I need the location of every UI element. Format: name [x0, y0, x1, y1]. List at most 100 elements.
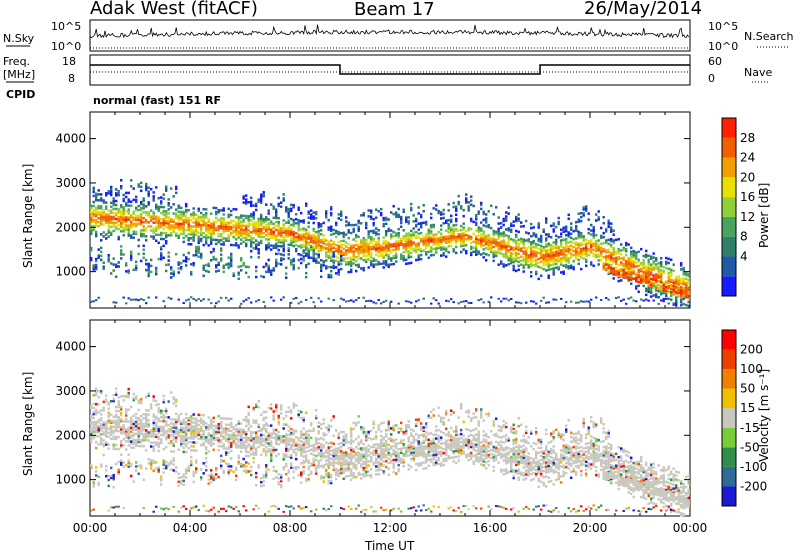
data-cell: [250, 449, 253, 452]
data-cell: [535, 260, 538, 264]
data-cell: [472, 220, 475, 224]
data-cell: [515, 259, 518, 263]
data-cell: [230, 441, 233, 445]
data-cell: [242, 228, 245, 232]
data-cell: [507, 262, 510, 266]
data-cell: [237, 446, 240, 449]
data-cell: [325, 247, 328, 250]
data-cell: [312, 253, 315, 257]
data-cell: [440, 213, 443, 216]
data-cell: [185, 216, 188, 220]
data-cell: [477, 252, 480, 255]
data-cell: [207, 232, 210, 235]
data-cell: [387, 265, 390, 269]
data-cell: [282, 427, 285, 430]
data-cell: [127, 387, 130, 391]
data-cell: [585, 254, 588, 258]
data-cell: [467, 201, 470, 204]
data-cell: [417, 256, 420, 259]
data-cell: [147, 266, 150, 270]
data-cell: [105, 221, 108, 224]
data-cell: [580, 211, 583, 215]
data-cell: [122, 199, 125, 203]
data-cell: [245, 202, 248, 205]
data-cell: [160, 231, 163, 235]
data-cell: [185, 422, 188, 426]
data-cell: [142, 424, 145, 428]
data-cell: [152, 423, 155, 426]
data-cell: [142, 228, 145, 232]
data-cell: [627, 275, 630, 278]
data-cell: [285, 439, 288, 442]
data-cell: [130, 234, 133, 237]
data-cell: [160, 196, 163, 199]
data-cell: [120, 217, 123, 221]
data-cell: [527, 256, 530, 259]
data-cell: [245, 265, 248, 269]
data-cell: [312, 217, 315, 220]
data-cell: [262, 190, 265, 194]
data-cell: [172, 459, 175, 462]
data-cell: [120, 441, 123, 445]
data-cell: [565, 229, 568, 233]
data-cell: [225, 263, 228, 266]
data-cell: [505, 242, 508, 245]
data-cell: [287, 433, 290, 437]
data-cell: [535, 233, 538, 236]
data-cell: [327, 242, 330, 245]
data-cell: [595, 255, 598, 259]
data-cell: [292, 440, 295, 444]
data-cell: [620, 268, 623, 271]
data-cell: [272, 246, 275, 250]
data-cell: [590, 261, 593, 264]
data-cell: [435, 247, 438, 250]
data-cell: [530, 264, 533, 268]
data-cell: [115, 225, 118, 229]
data-cell: [285, 464, 288, 468]
data-cell: [505, 254, 508, 257]
data-cell: [140, 228, 143, 232]
data-cell: [190, 213, 193, 216]
data-cell: [162, 398, 165, 402]
data-cell: [245, 216, 248, 220]
data-cell: [317, 247, 320, 251]
data-cell: [240, 438, 243, 441]
data-cell: [142, 199, 145, 202]
data-cell: [307, 235, 310, 238]
data-cell: [95, 198, 98, 202]
data-cell: [307, 221, 310, 225]
data-cell: [350, 248, 353, 252]
data-cell: [112, 207, 115, 211]
data-cell: [295, 447, 298, 451]
data-cell: [335, 255, 338, 259]
data-cell: [625, 263, 628, 267]
data-cell: [115, 275, 118, 278]
data-cell: [262, 194, 265, 198]
data-cell: [355, 249, 358, 253]
data-cell: [275, 214, 278, 218]
data-cell: [372, 265, 375, 269]
data-cell: [117, 396, 120, 399]
data-cell: [250, 231, 253, 234]
data-cell: [517, 244, 520, 248]
data-cell: [302, 455, 305, 458]
data-cell: [330, 213, 333, 217]
data-cell: [95, 420, 98, 424]
data-cell: [197, 437, 200, 441]
data-cell: [582, 251, 585, 254]
data-cell: [197, 423, 200, 427]
data-cell: [125, 202, 128, 205]
data-cell: [440, 232, 443, 235]
data-cell: [280, 412, 283, 415]
data-cell: [332, 240, 335, 244]
data-cell: [130, 250, 133, 254]
data-cell: [277, 430, 280, 434]
data-cell: [672, 290, 675, 293]
data-cell: [182, 222, 185, 226]
data-cell: [670, 274, 673, 278]
data-cell: [92, 508, 95, 511]
data-cell: [532, 234, 535, 237]
data-cell: [132, 198, 135, 202]
data-cell: [497, 245, 500, 248]
data-cell: [265, 244, 268, 247]
